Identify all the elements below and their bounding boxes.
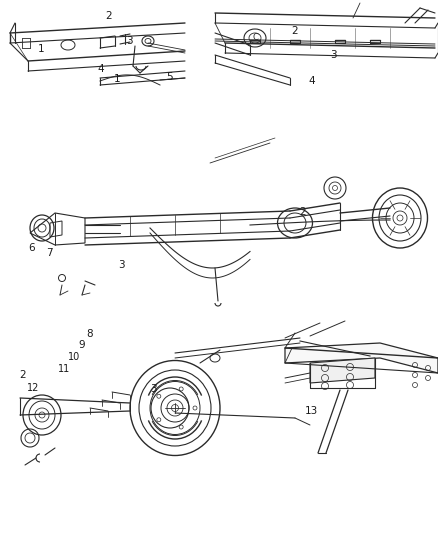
Text: 6: 6 bbox=[28, 243, 35, 253]
Text: 2: 2 bbox=[19, 370, 26, 379]
Text: 2: 2 bbox=[291, 26, 298, 36]
Text: 4: 4 bbox=[97, 64, 104, 74]
Text: 12: 12 bbox=[27, 383, 39, 393]
Text: 10: 10 bbox=[67, 352, 80, 362]
Text: 5: 5 bbox=[166, 72, 173, 82]
Text: 7: 7 bbox=[46, 248, 53, 258]
Text: 9: 9 bbox=[78, 341, 85, 350]
Polygon shape bbox=[285, 343, 438, 373]
Text: 2: 2 bbox=[299, 207, 306, 217]
Text: 3: 3 bbox=[118, 261, 125, 270]
Text: 11: 11 bbox=[58, 364, 70, 374]
Text: 1: 1 bbox=[38, 44, 45, 54]
Text: 13: 13 bbox=[304, 407, 318, 416]
Text: 3: 3 bbox=[330, 51, 337, 60]
Text: 2: 2 bbox=[105, 11, 112, 21]
Text: 3: 3 bbox=[150, 384, 157, 394]
Text: 1: 1 bbox=[114, 74, 121, 84]
Text: 4: 4 bbox=[308, 76, 315, 86]
Text: 8: 8 bbox=[86, 329, 93, 338]
Polygon shape bbox=[310, 358, 375, 383]
Text: C: C bbox=[252, 34, 258, 43]
Text: 3: 3 bbox=[126, 36, 133, 45]
